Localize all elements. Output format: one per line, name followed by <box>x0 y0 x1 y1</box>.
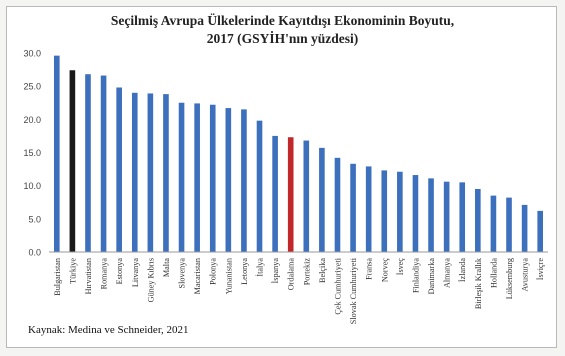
y-tick-label: 10.0 <box>23 181 41 191</box>
bar <box>147 93 154 253</box>
x-tick-label: Lüksemburg <box>505 258 514 299</box>
x-tick-label: Portekiz <box>302 258 311 286</box>
x-tick-label: Macaristan <box>193 258 202 294</box>
x-tick-label: Türkiye <box>68 258 77 284</box>
x-tick-label: Danimarka <box>427 258 436 295</box>
x-tick-label: Belçika <box>318 258 327 283</box>
bar <box>225 108 232 252</box>
x-tick-label: Fransa <box>365 258 374 280</box>
x-tick-label: Avusturya <box>521 258 530 292</box>
source-note: Kaynak: Medina ve Schneider, 2021 <box>28 324 189 336</box>
x-tick-label: Hollanda <box>489 258 498 288</box>
x-tick-label: Malta <box>162 258 171 277</box>
x-tick-label: Çek Cumhuriyeti <box>333 257 342 314</box>
bar <box>69 70 76 252</box>
bar <box>412 175 419 252</box>
bar <box>350 163 356 252</box>
x-tick-label: Polonya <box>209 258 218 285</box>
bar <box>194 103 200 252</box>
x-tick-label: Litvanya <box>131 258 140 287</box>
y-tick-label: 0.0 <box>28 248 41 258</box>
y-tick-label: 5.0 <box>28 214 41 224</box>
chart-subtitle: 2017 (GSYİH'nın yüzdesi) <box>206 31 359 46</box>
y-tick-label: 30.0 <box>23 49 41 59</box>
bar <box>537 210 544 252</box>
bar <box>116 87 122 253</box>
x-tick-label: Romanya <box>100 258 109 290</box>
bar <box>178 102 185 252</box>
bar <box>490 195 497 252</box>
bar <box>319 147 325 252</box>
x-tick-label: Güney Kıbrıs <box>146 258 155 302</box>
bar <box>428 178 434 252</box>
bar <box>459 182 466 252</box>
bar <box>334 157 341 252</box>
bar <box>397 171 403 252</box>
x-tick-label: İsviçre <box>536 258 545 281</box>
bar <box>443 181 450 252</box>
x-tick-label: Slovenya <box>178 258 187 289</box>
x-tick-label: Finlandiya <box>411 258 420 293</box>
bar <box>131 92 138 252</box>
bar <box>365 166 372 252</box>
bar <box>521 204 528 252</box>
x-tick-label: Slovak Cumhuriyeti <box>349 257 358 324</box>
bar <box>241 109 247 252</box>
bar <box>272 135 278 252</box>
x-tick-label: İspanya <box>271 258 280 284</box>
bar <box>506 197 512 252</box>
x-tick-label: Estonya <box>115 258 124 285</box>
bar <box>303 140 310 252</box>
chart-frame <box>6 6 557 348</box>
bar <box>381 170 388 252</box>
x-tick-label: Yunanistan <box>224 258 233 294</box>
bar <box>163 94 169 252</box>
x-tick-label: Norveç <box>380 258 389 282</box>
bar <box>475 188 481 252</box>
x-tick-label: Ordalama <box>287 258 296 291</box>
x-tick-label: İtalya <box>256 258 265 277</box>
x-tick-label: İzlanda <box>458 258 467 282</box>
x-tick-label: Letonya <box>240 258 249 285</box>
y-tick-label: 15.0 <box>23 148 41 158</box>
bar <box>287 137 294 252</box>
x-tick-label: Hırvatistan <box>84 258 93 294</box>
x-tick-label: Almanya <box>443 258 452 288</box>
y-tick-label: 25.0 <box>23 82 41 92</box>
chart-title: Seçilmiş Avrupa Ülkelerinde Kayıtdışı Ek… <box>110 13 455 28</box>
y-tick-label: 20.0 <box>23 115 41 125</box>
x-tick-label: İsveç <box>396 258 405 276</box>
x-tick-label: Bulgaristan <box>53 258 62 296</box>
bar <box>85 74 91 252</box>
bar <box>256 120 263 252</box>
bar <box>209 104 216 253</box>
bar <box>100 75 107 252</box>
bar <box>53 55 60 253</box>
x-tick-label: Birleşik Krallık <box>474 257 483 309</box>
